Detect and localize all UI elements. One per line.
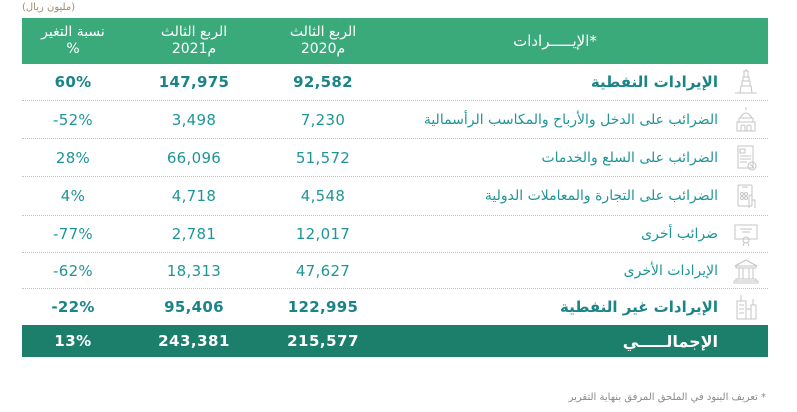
- row-label: الإيرادات الأخرى: [623, 262, 718, 279]
- row-label: الضرائب على التجارة والمعاملات الدولية: [484, 188, 718, 204]
- building-dome-icon: [724, 106, 768, 134]
- q3-2020-cell: 47,627: [295, 261, 351, 280]
- q3-2021-cell: 66,096: [166, 148, 222, 167]
- revenue-table: نسبة التغير % الربع الثالث 2021م الربع ا…: [22, 18, 768, 357]
- header-change-line1: نسبة التغير: [41, 24, 105, 40]
- q3-2020-cell: 92,582: [293, 73, 353, 91]
- table-row: -77% 2,781 12,017 ضرائب أخرى: [22, 216, 768, 253]
- total-q3-2021: 243,381: [158, 332, 230, 350]
- unit-note: (مليون ريال): [22, 2, 76, 13]
- certificate-icon: [724, 220, 768, 248]
- q3-2021-cell: 147,975: [158, 73, 230, 91]
- row-label: الإيرادات النفطية: [590, 73, 718, 91]
- q3-2020-cell: 4,548: [300, 187, 346, 205]
- footnote: * تعريف البنود في الملحق المرفق بنهاية ا…: [568, 392, 766, 403]
- q3-2021-cell: 2,781: [171, 225, 217, 243]
- total-change: 13%: [54, 332, 92, 350]
- q3-2021-cell: 95,406: [164, 298, 224, 316]
- change-cell: -77%: [53, 225, 93, 243]
- table-header: نسبة التغير % الربع الثالث 2021م الربع ا…: [22, 18, 768, 64]
- table-row: 60% 147,975 92,582 الإيرادات النفطية: [22, 64, 768, 101]
- table-row: 4% 4,718 4,548 الضرائب على التجارة والمع…: [22, 177, 768, 216]
- row-label: ضرائب أخرى: [641, 226, 718, 242]
- q3-2020-cell: 51,572: [295, 148, 351, 167]
- header-q3-2020-line2: 2020م: [300, 41, 346, 57]
- total-row: 13% 243,381 215,577 الإجمالـــــي: [22, 325, 768, 357]
- header-q3-2021-line1: الربع الثالث: [160, 24, 228, 40]
- row-label: الإيرادات غير النفطية: [560, 298, 718, 316]
- header-change-line2: %: [66, 41, 80, 57]
- city-buildings-icon: [724, 293, 768, 321]
- q3-2020-cell: 122,995: [287, 298, 359, 316]
- header-q3-2020-line1: الربع الثالث: [289, 24, 357, 40]
- table-row: 28% 66,096 51,572 الضرائب على السلع والخ…: [22, 139, 768, 177]
- q3-2021-cell: 18,313: [166, 261, 222, 280]
- change-cell: 60%: [54, 73, 92, 91]
- bank-building-icon: [724, 257, 768, 285]
- header-q3-2020: الربع الثالث 2020م: [264, 24, 382, 58]
- header-label: الإيـــــرادات*: [513, 31, 597, 50]
- invoice-icon: [724, 144, 768, 172]
- row-label: الضرائب على السلع والخدمات: [541, 149, 718, 166]
- change-cell: -62%: [53, 261, 93, 280]
- tablet-touch-icon: [724, 182, 768, 210]
- header-change: نسبة التغير %: [22, 24, 124, 58]
- q3-2021-cell: 4,718: [171, 187, 217, 205]
- table-row: -52% 3,498 7,230 الضرائب على الدخل والأر…: [22, 101, 768, 139]
- change-cell: 28%: [55, 148, 91, 167]
- change-cell: 4%: [60, 187, 86, 205]
- table-row: -22% 95,406 122,995 الإيرادات غير النفطي…: [22, 289, 768, 325]
- row-label: الضرائب على الدخل والأرباح والمكاسب الرأ…: [423, 111, 718, 128]
- oil-tower-icon: [724, 68, 768, 96]
- total-q3-2020: 215,577: [287, 332, 359, 350]
- header-q3-2021-line2: 2021م: [171, 41, 217, 57]
- q3-2021-cell: 3,498: [171, 110, 217, 129]
- total-label: الإجمالـــــي: [622, 331, 718, 351]
- change-cell: -52%: [53, 110, 93, 129]
- change-cell: -22%: [51, 298, 95, 316]
- q3-2020-cell: 12,017: [295, 225, 351, 243]
- header-q3-2021: الربع الثالث 2021م: [124, 24, 264, 58]
- q3-2020-cell: 7,230: [300, 110, 346, 129]
- table-row: -62% 18,313 47,627 الإيرادات الأخرى: [22, 253, 768, 289]
